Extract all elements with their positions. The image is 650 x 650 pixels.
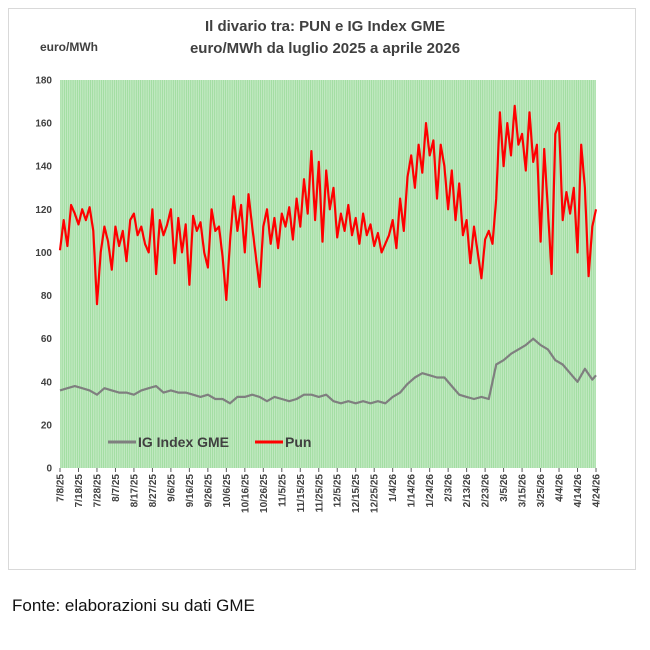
x-tick-label: 9/6/25 <box>166 474 177 502</box>
series-layer <box>58 104 598 405</box>
x-tick-label: 7/18/25 <box>74 474 85 508</box>
x-tick-label: 1/14/26 <box>407 474 418 508</box>
y-tick-label: 160 <box>35 119 52 130</box>
x-tick-label: 9/26/25 <box>203 474 214 508</box>
x-tick-label: 3/15/26 <box>518 474 529 508</box>
y-tick-label: 100 <box>35 248 52 259</box>
x-tick-label: 8/27/25 <box>148 474 159 508</box>
y-tick-label: 0 <box>46 464 52 475</box>
x-tick-label: 7/8/25 <box>56 474 67 502</box>
y-tick-label: 140 <box>35 162 52 173</box>
x-tick-label: 11/25/25 <box>314 474 325 513</box>
x-tick-label: 10/16/25 <box>240 474 251 513</box>
series-line-ig-index-gme <box>59 337 597 405</box>
series-line-pun <box>58 104 598 306</box>
y-tick-label: 60 <box>41 334 53 345</box>
x-axis-ticks: 7/8/25 7/18/25 7/28/25 8/7/25 8/17/25 8/27/25… <box>56 468 603 513</box>
x-tick-label: 12/25/25 <box>370 474 381 513</box>
y-tick-label: 20 <box>41 420 53 431</box>
legend: IG Index GME Pun <box>108 434 311 450</box>
x-tick-label: 10/6/25 <box>222 474 233 508</box>
y-axis-label: euro/MWh <box>40 40 98 54</box>
x-tick-label: 4/14/26 <box>573 474 584 508</box>
x-tick-label: 3/25/26 <box>536 474 547 508</box>
y-tick-label: 120 <box>35 205 52 216</box>
legend-label-pun: Pun <box>285 434 311 450</box>
x-tick-label: 1/4/26 <box>388 474 399 502</box>
y-tick-label: 80 <box>41 291 53 302</box>
x-tick-label: 12/15/25 <box>351 474 362 513</box>
chart-subtitle: euro/MWh da luglio 2025 a aprile 2026 <box>189 40 461 57</box>
x-tick-label: 1/24/26 <box>425 474 436 508</box>
x-tick-label: 4/4/26 <box>555 474 566 502</box>
y-axis-ticks: 0 20 40 60 80 100 120 140 160 180 <box>35 76 52 475</box>
chart-title: Il divario tra: PUN e IG Index GME <box>204 18 446 35</box>
y-tick-label: 40 <box>41 377 53 388</box>
x-tick-label: 8/17/25 <box>129 474 140 508</box>
x-tick-label: 12/5/25 <box>333 474 344 508</box>
y-tick-label: 180 <box>35 76 52 87</box>
x-tick-label: 7/28/25 <box>92 474 103 508</box>
x-tick-label: 2/3/26 <box>444 474 455 502</box>
legend-label-ig-index-gme: IG Index GME <box>138 434 229 450</box>
x-tick-label: 11/5/25 <box>277 474 288 507</box>
x-tick-label: 11/15/25 <box>296 474 307 513</box>
x-tick-label: 8/7/25 <box>111 474 122 502</box>
x-tick-label: 10/26/25 <box>259 474 270 513</box>
x-tick-label: 2/23/26 <box>481 474 492 508</box>
x-tick-label: 9/16/25 <box>185 474 196 508</box>
grid-lines <box>59 80 597 468</box>
x-tick-label: 3/5/26 <box>499 474 510 502</box>
x-tick-label: 2/13/26 <box>462 474 473 508</box>
source-note: Fonte: elaborazioni su dati GME <box>12 596 255 615</box>
x-tick-label: 4/24/26 <box>592 474 603 508</box>
